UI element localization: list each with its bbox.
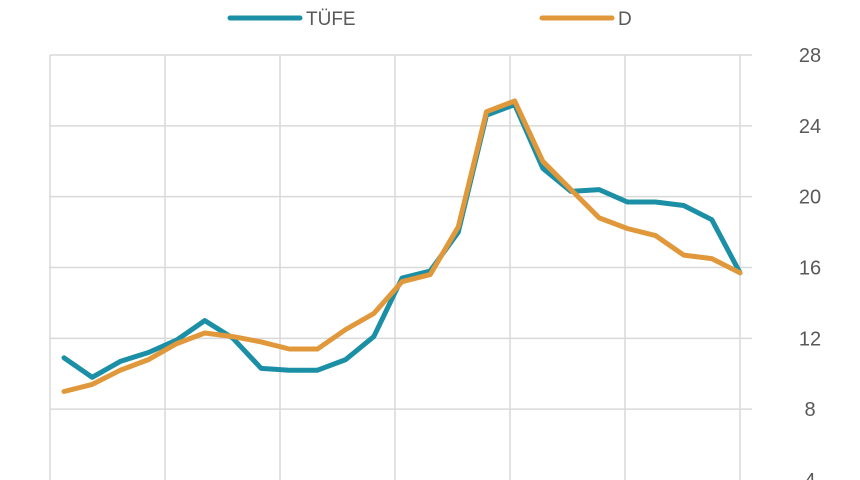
y-tick-label: 20 [799,187,821,209]
y-tick-label: 12 [799,328,821,350]
y-tick-label: 8 [804,399,815,421]
legend-label: TÜFE [306,9,356,30]
y-tick-label: 4 [804,470,815,480]
gridlines [49,54,752,480]
y-tick-label: 16 [799,258,821,280]
series-lines [61,98,743,394]
legend-label: D [618,9,632,30]
legend: TÜFE D [227,9,632,30]
y-axis-tick-labels: 4 8 12 16 20 24 28 [799,45,821,480]
y-tick-label: 24 [799,116,821,138]
y-tick-label: 28 [799,45,821,67]
